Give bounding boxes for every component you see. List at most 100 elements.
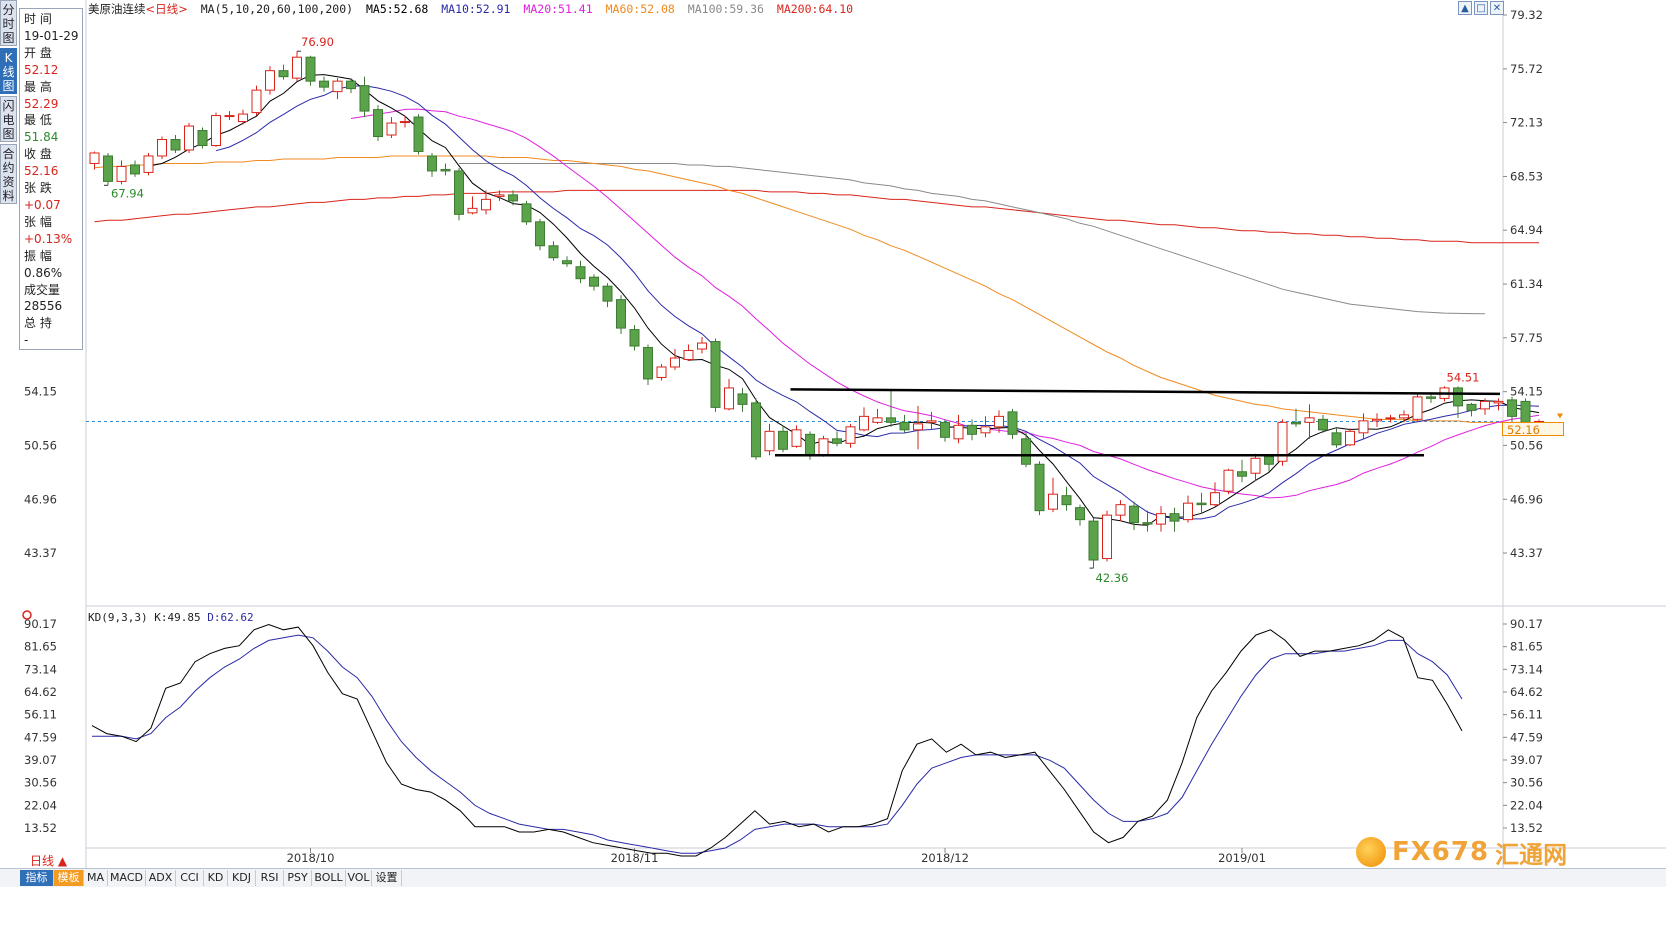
candle-body <box>305 56 316 82</box>
price-tick-label: 61.34 <box>1510 277 1543 291</box>
indicator-tab-rsi[interactable]: RSI <box>256 870 284 886</box>
close-button[interactable]: ✕ <box>1490 1 1504 15</box>
price-tick-label: 75.72 <box>1510 62 1543 76</box>
indicator-tab-indicator[interactable]: 指标 <box>20 870 54 886</box>
candle-body <box>1034 463 1045 512</box>
left-nav: 分时图 K线图 闪电图 合约资料 <box>0 0 18 210</box>
kd-left-label: 30.56 <box>24 776 57 790</box>
legend-ma100: MA100:59.36 <box>687 2 764 16</box>
period-selector-button[interactable]: 日线 ▲ <box>30 854 68 868</box>
candle-body <box>791 429 802 447</box>
ma100-line <box>459 163 1486 315</box>
high-value: 52.29 <box>24 96 59 111</box>
legend-period[interactable]: <日线> <box>145 2 188 16</box>
indicator-tab-kd[interactable]: KD <box>204 870 228 886</box>
kd-settings-icon[interactable] <box>22 610 32 620</box>
legend-ma20: MA20:51.41 <box>523 2 593 16</box>
kd-d-value: D:62.62 <box>207 611 254 624</box>
indicator-tab-kdj[interactable]: KDJ <box>228 870 256 886</box>
tab-kline[interactable]: K线图 <box>0 48 17 94</box>
kd-left-label: 39.07 <box>24 753 57 767</box>
pct-value: +0.13% <box>24 231 73 246</box>
kd-left-label: 22.04 <box>24 798 57 812</box>
candle-body <box>616 299 626 329</box>
price-tick-label: 79.32 <box>1510 8 1543 22</box>
indicator-tab-adx[interactable]: ADX <box>146 870 176 886</box>
kd-tick-label: 39.07 <box>1510 753 1543 767</box>
candle-body <box>184 125 194 151</box>
amp-label: 振 幅 <box>24 248 52 263</box>
candle-body <box>1223 469 1234 492</box>
candle-body <box>764 430 775 452</box>
candle-body <box>1358 420 1369 434</box>
candle-body <box>845 426 856 444</box>
close-label: 收 盘 <box>24 147 52 162</box>
candle-body <box>994 415 1004 428</box>
candle-body <box>1075 507 1085 521</box>
candle-body <box>278 70 289 78</box>
candle-body <box>1385 417 1396 420</box>
candle-body <box>319 80 329 88</box>
indicator-tab-macd[interactable]: MACD <box>108 870 146 886</box>
candle-body <box>238 113 248 123</box>
price-tick-label: 72.13 <box>1510 116 1543 130</box>
candle-body <box>1453 387 1463 407</box>
kd-tick-label: 73.14 <box>1510 662 1543 676</box>
open-label: 开 盘 <box>24 45 52 60</box>
price-tick-label: 54.15 <box>1510 385 1543 399</box>
kd-k-line <box>91 623 1463 857</box>
candle-body <box>197 130 208 146</box>
indicator-tab-cci[interactable]: CCI <box>176 870 204 886</box>
candle-body <box>967 424 977 435</box>
candle-body <box>953 424 964 440</box>
low2-annotation: 42.36 <box>1096 571 1129 585</box>
indicator-tab-psy[interactable]: PSY <box>284 870 312 886</box>
maximize-button[interactable]: □ <box>1474 1 1488 15</box>
candle-body <box>1048 493 1058 510</box>
tab-contract-info[interactable]: 合约资料 <box>0 144 17 204</box>
indicator-tab-template[interactable]: 模板 <box>54 870 84 886</box>
candle-body <box>116 165 127 182</box>
candle-body <box>589 276 599 287</box>
candle-body <box>1426 396 1436 399</box>
indicator-tab-boll[interactable]: BOLL <box>312 870 346 886</box>
kd-tick-label: 64.62 <box>1510 685 1543 699</box>
candle-body <box>602 285 613 302</box>
time-tick-label: 2018/11 <box>611 851 659 865</box>
candle-body <box>643 347 653 380</box>
indicator-tab-ma[interactable]: MA <box>84 870 108 886</box>
candle-body <box>1169 513 1180 522</box>
resistance-line <box>790 388 1501 396</box>
candle-body <box>413 116 424 152</box>
candle-body <box>427 155 437 172</box>
candle-body <box>170 139 181 151</box>
kd-tick-label: 56.11 <box>1510 708 1543 722</box>
candle-body <box>926 420 937 423</box>
candle-body <box>629 329 640 347</box>
time-label: 时 间 <box>24 12 52 26</box>
volume-label: 成交量 <box>24 282 61 297</box>
candle-body <box>656 366 667 378</box>
candle-body <box>940 421 950 438</box>
legend-ma-params[interactable]: MA(5,10,20,60,100,200) <box>200 2 354 16</box>
candle-body <box>1318 418 1328 431</box>
indicator-tab-设置[interactable]: 设置 <box>372 870 402 886</box>
candle-body <box>494 194 505 197</box>
kd-name[interactable]: KD(9,3,3) <box>88 611 148 624</box>
candle-body <box>805 433 815 456</box>
tab-timeshare[interactable]: 分时图 <box>0 0 17 46</box>
indicator-tab-vol[interactable]: VOL <box>346 870 372 886</box>
candle-body <box>1061 495 1072 506</box>
candle-body <box>1196 502 1207 506</box>
legend-ma200: MA200:64.10 <box>776 2 854 16</box>
low-value: 51.84 <box>24 130 59 145</box>
candle-body <box>1466 403 1477 411</box>
candle-body <box>143 155 154 173</box>
kline-chart[interactable]: 79.32 75.72 72.13 68.53 64.94 61.34 57.75 54.15… <box>0 0 1666 868</box>
expand-button[interactable]: ▲ <box>1458 1 1472 15</box>
candle-body <box>1115 504 1126 516</box>
kd-tick-label: 81.65 <box>1510 640 1543 654</box>
tab-flash[interactable]: 闪电图 <box>0 96 17 142</box>
candle-body <box>1331 432 1342 446</box>
candle-body <box>1507 399 1517 417</box>
